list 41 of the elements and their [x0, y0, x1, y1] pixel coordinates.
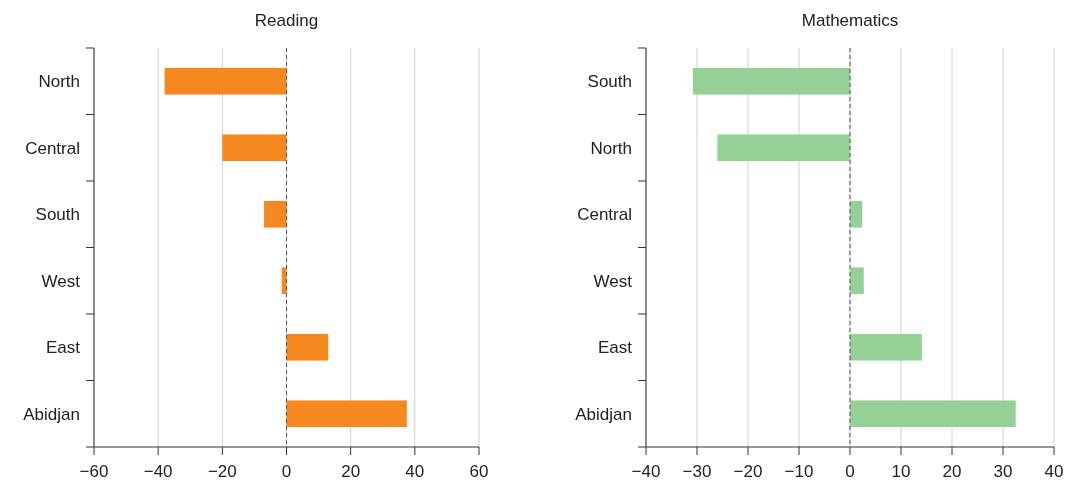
bar: [286, 400, 407, 428]
x-tick-label: 10: [891, 462, 911, 481]
x-tick-label: 40: [405, 462, 425, 481]
y-tick-label: South: [587, 72, 632, 92]
bar: [717, 134, 850, 162]
x-tick-label: 20: [341, 462, 361, 481]
bar: [164, 67, 287, 95]
y-tick-label: West: [593, 271, 633, 291]
y-tick-label: North: [38, 72, 80, 92]
x-tick-label: −20: [207, 462, 237, 481]
y-tick-label: West: [41, 271, 81, 291]
x-tick-label: 0: [845, 462, 855, 481]
x-tick-label: −20: [733, 462, 763, 481]
bar: [286, 333, 329, 361]
y-tick-label: East: [597, 338, 633, 358]
x-tick-label: 40: [1044, 462, 1064, 481]
x-tick-label: −40: [143, 462, 173, 481]
y-tick-label: Central: [577, 205, 632, 225]
x-tick-label: −30: [682, 462, 712, 481]
x-tick-label: 60: [469, 462, 489, 481]
chart-title: Reading: [254, 11, 319, 30]
x-tick-label: 30: [993, 462, 1013, 481]
x-tick-label: 20: [942, 462, 962, 481]
bar: [850, 333, 922, 361]
y-tick-label: South: [35, 205, 80, 225]
bar: [850, 400, 1016, 428]
bar: [264, 200, 287, 228]
chart-title: Mathematics: [801, 11, 899, 30]
y-tick-label: Abidjan: [575, 404, 632, 424]
y-tick-label: Abidjan: [23, 404, 80, 424]
x-tick-label: −60: [79, 462, 109, 481]
x-tick-label: −40: [631, 462, 661, 481]
y-tick-label: Central: [25, 138, 80, 158]
y-tick-label: East: [45, 338, 81, 358]
x-tick-label: −10: [784, 462, 814, 481]
bar: [850, 267, 864, 295]
bar: [692, 67, 850, 95]
bar: [850, 200, 863, 228]
y-tick-label: North: [590, 138, 632, 158]
x-tick-label: 0: [281, 462, 292, 481]
bar: [222, 134, 287, 162]
